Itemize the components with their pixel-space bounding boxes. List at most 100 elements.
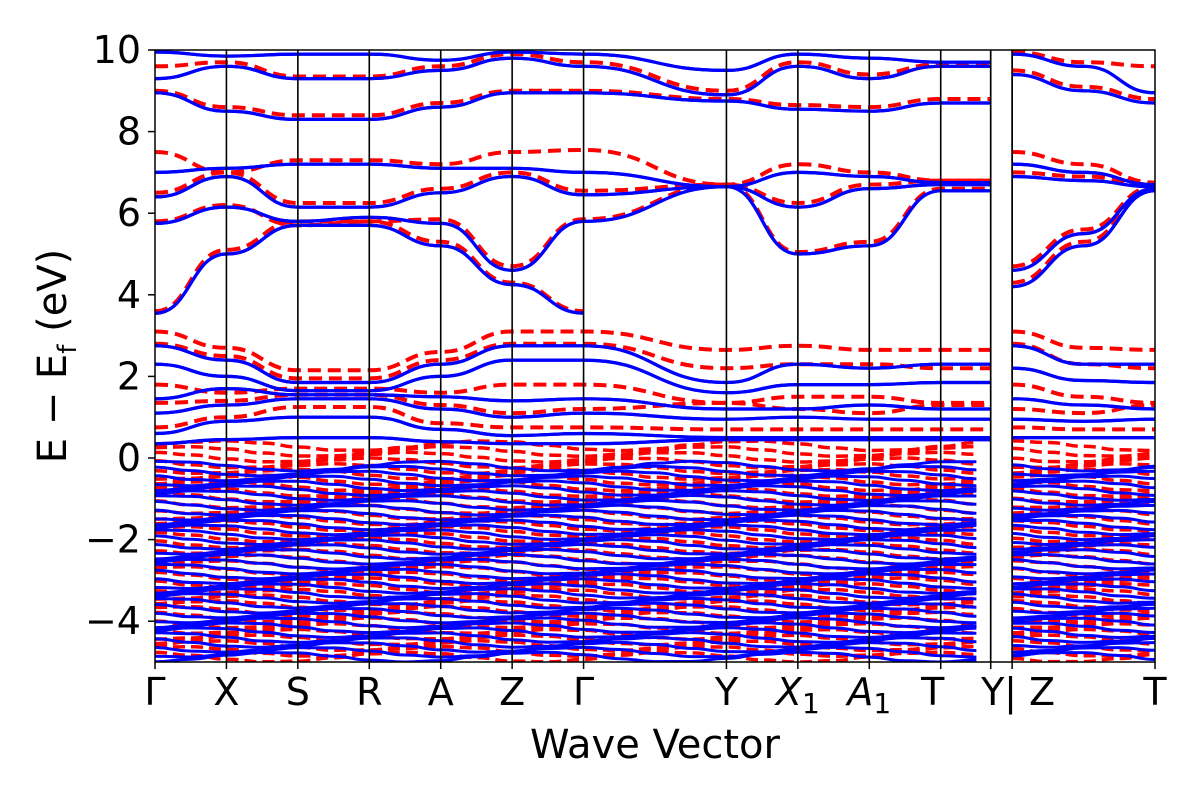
x-tick-label: Γ: [573, 670, 594, 714]
valence-band-solid: [155, 547, 977, 561]
valence-band-solid: [155, 621, 977, 635]
y-tick-label: 0: [117, 436, 141, 480]
valence-band-dashed: [1012, 446, 1155, 458]
valence-band-dashed: [155, 456, 977, 470]
valence-band-solid: [1012, 582, 1155, 593]
valence-band-dashed: [155, 633, 977, 647]
valence-band-solid: [155, 650, 977, 662]
y-axis-label-unit: (eV): [30, 249, 76, 345]
valence-band-dashed: [155, 604, 977, 618]
valence-band-solid: [1012, 553, 1155, 566]
band-line-dashed: [1012, 403, 1155, 416]
valence-band-dashed: [1012, 572, 1155, 584]
band-line-solid: [1012, 72, 1155, 105]
y-tick-label: −2: [85, 518, 141, 562]
x-tick-label: Y: [714, 670, 739, 714]
band-line-dashed: [155, 182, 991, 269]
valence-band-solid: [155, 459, 977, 473]
valence-band-solid: [155, 645, 977, 659]
valence-band-solid: [155, 587, 977, 600]
valence-band-solid: [1012, 616, 1155, 627]
valence-band-solid: [155, 616, 977, 630]
valence-band-dashed: [155, 576, 977, 590]
valence-band-solid: [1012, 489, 1155, 502]
valence-band-solid: [155, 552, 977, 566]
band-line-dashed: [1012, 329, 1155, 352]
valence-band-solid: [155, 518, 977, 532]
valence-band-dashed: [155, 593, 977, 607]
valence-band-dashed: [155, 439, 977, 453]
band-line-dashed: [1012, 170, 1155, 187]
valence-band-solid: [1012, 592, 1155, 605]
band-line-solid: [1012, 174, 1155, 189]
valence-band-dashed: [155, 621, 977, 636]
valence-band-solid: [155, 523, 977, 537]
valence-band-solid: [155, 577, 977, 591]
valence-band-dashed: [155, 616, 977, 630]
valence-band-solid: [1012, 626, 1155, 640]
plot-frame: [154, 49, 1156, 663]
valence-band-dashed: [1012, 587, 1155, 597]
valence-band-solid: [155, 640, 977, 654]
valence-band-dashed: [1012, 439, 1155, 453]
band-line-solid: [1012, 189, 1155, 289]
valence-band-solid: [155, 562, 977, 576]
valence-band-solid: [155, 479, 977, 493]
valence-band-solid: [1012, 484, 1155, 497]
valence-band-solid: [155, 596, 977, 610]
y-tick-label: 10: [93, 28, 141, 72]
band-line-solid: [1012, 187, 1155, 272]
valence-band-solid: [155, 489, 977, 502]
valence-band-dashed: [155, 519, 977, 533]
y-tick-label: 8: [117, 110, 141, 154]
band-line-dashed: [1012, 382, 1155, 405]
band-line-solid: [1012, 189, 1155, 289]
valence-band-solid: [155, 484, 977, 498]
band-line-solid: [1012, 52, 1155, 95]
valence-band-solid: [155, 538, 977, 551]
y-tick-label: 6: [117, 191, 141, 235]
valence-band-solid: [155, 606, 977, 620]
valence-band-solid: [155, 572, 977, 586]
band-line-solid: [155, 185, 991, 272]
x-tick-label: Y: [980, 670, 1005, 714]
valence-band-solid: [155, 631, 977, 644]
valence-band-dashed: [155, 484, 977, 499]
valence-band-solid: [155, 474, 977, 488]
y-tick-label: 4: [117, 273, 141, 317]
valence-band-dashed: [155, 496, 977, 510]
band-line-dashed: [1012, 50, 1155, 69]
valence-band-dashed: [155, 570, 977, 584]
valence-band-dashed: [155, 513, 977, 527]
y-tick-label: −4: [85, 599, 141, 643]
band-line-dashed: [1012, 425, 1155, 432]
band-line-solid: [1012, 344, 1155, 366]
valence-band-dashed: [155, 450, 977, 464]
valence-band-dashed: [155, 444, 977, 459]
x-tick-label: | Z: [1004, 670, 1055, 715]
valence-band-solid: [155, 493, 977, 507]
band-line-solid: [1012, 162, 1155, 187]
valence-band-dashed: [1012, 453, 1155, 464]
valence-band-dashed: [155, 587, 977, 601]
kpoint-lines: [225, 50, 1013, 662]
band-line-dashed: [155, 405, 991, 432]
band-line-solid: [155, 174, 991, 209]
y-axis-label-main: E − E: [30, 354, 76, 464]
band-line-dashed: [155, 147, 991, 187]
valence-band-solid: [1012, 587, 1155, 600]
x-tick-label: X: [213, 670, 239, 714]
valence-band-dashed: [1012, 519, 1155, 533]
band-line-dashed: [1011, 186, 1155, 285]
valence-band-dashed: [155, 627, 977, 641]
valence-band-solid: [155, 513, 977, 527]
band-line-dashed: [1012, 68, 1155, 101]
valence-band-solid: [1012, 518, 1155, 532]
valence-band-dashed: [155, 473, 977, 487]
band-line-dashed: [1012, 184, 1155, 269]
x-tick-label: R: [356, 670, 382, 714]
x-tick-label: A1: [844, 670, 891, 720]
x-tick-label: A: [428, 670, 454, 714]
